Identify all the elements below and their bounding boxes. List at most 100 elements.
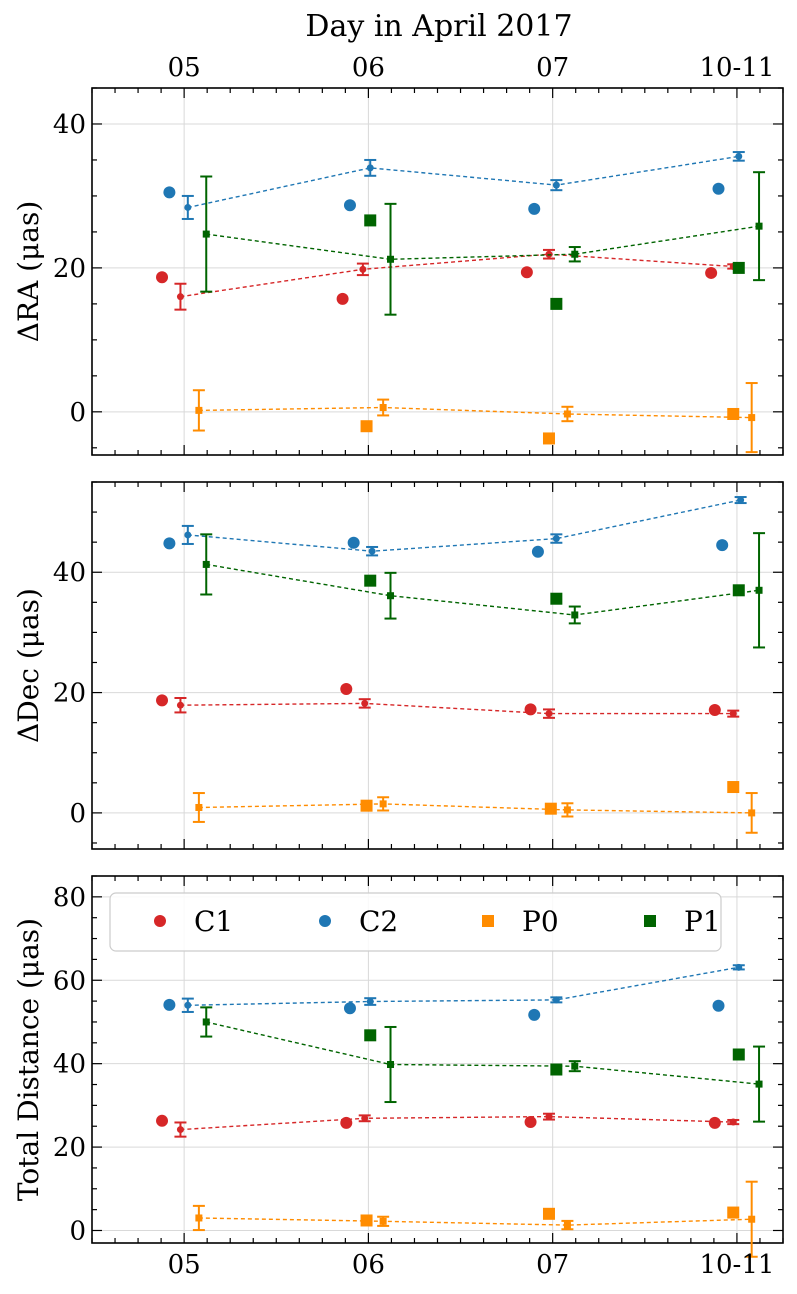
data-point (732, 1048, 745, 1061)
y-tick-label: 0 (69, 398, 86, 428)
fit-point (195, 406, 203, 414)
fit-point (552, 181, 560, 189)
data-point (705, 266, 718, 279)
fit-point (748, 1215, 756, 1223)
legend-label: C1 (194, 905, 233, 938)
series-p0 (192, 382, 758, 454)
legend-entry-c2: C2 (319, 905, 398, 938)
data-point (727, 407, 740, 420)
legend-marker (154, 915, 166, 927)
fit-point (755, 586, 763, 594)
series-p0 (192, 781, 758, 834)
fit-point (729, 710, 737, 718)
fit-line (206, 1021, 760, 1085)
fit-point (379, 800, 387, 808)
fit-line (187, 966, 739, 1006)
fit-line (180, 702, 734, 715)
data-point (156, 694, 169, 707)
x-tick-label: 06 (352, 1250, 385, 1280)
top-tick-label: 06 (352, 53, 385, 83)
fit-point (184, 203, 192, 211)
legend: C1 C2 P0 P1 (109, 892, 722, 952)
fit-point (361, 699, 369, 707)
data-point (364, 214, 377, 227)
top-tick-label: 05 (168, 53, 201, 83)
series-p1 (200, 171, 766, 316)
panel-ra: 0 20 40 ΔRA (μas) (12, 87, 784, 456)
fit-point (184, 1001, 192, 1009)
fit-point (563, 806, 571, 814)
fit-point (755, 1080, 763, 1088)
series-c2 (163, 151, 745, 220)
y-tick-label: 0 (69, 1216, 86, 1246)
data-point (343, 199, 356, 212)
data-point (732, 261, 745, 274)
y-tick-label: 60 (53, 966, 86, 996)
legend-box (109, 892, 722, 952)
data-point (708, 1116, 721, 1129)
series-c1 (156, 248, 740, 311)
fit-point (379, 404, 387, 412)
y-tick-label: 0 (69, 799, 86, 829)
data-point (716, 539, 729, 552)
fit-point (366, 998, 374, 1006)
x-tick-label: 07 (536, 1250, 569, 1280)
y-tick-label: 40 (53, 558, 86, 588)
top-tick-label: 10-11 (699, 53, 774, 83)
data-point (524, 1116, 537, 1129)
data-point (732, 584, 745, 597)
data-point (163, 998, 176, 1011)
fit-point (748, 414, 756, 422)
fit-line (206, 563, 760, 616)
panel-dec: 0 20 40 ΔDec (μas) (12, 481, 784, 850)
fit-point (563, 410, 571, 418)
data-point (360, 420, 373, 433)
top-tick-label: 07 (536, 53, 569, 83)
data-point (340, 682, 353, 695)
data-point (343, 1002, 356, 1015)
series-c2 (163, 963, 745, 1021)
fit-line (180, 253, 734, 298)
data-point (550, 592, 563, 605)
fit-point (755, 222, 763, 230)
data-point (163, 537, 176, 550)
data-point (544, 802, 557, 815)
fit-line (187, 499, 741, 552)
fit-point (729, 1118, 737, 1126)
fit-point (361, 1114, 369, 1122)
data-point (156, 1114, 169, 1127)
legend-entry-p0: P0 (482, 905, 559, 938)
legend-label: P1 (684, 905, 721, 938)
fit-line (198, 803, 752, 814)
series-c2 (163, 496, 747, 558)
panel-frame (91, 87, 784, 456)
data-point (340, 1116, 353, 1129)
data-point (712, 999, 725, 1012)
data-point (727, 1206, 740, 1219)
legend-entry-p1: P1 (644, 905, 721, 938)
data-point (531, 545, 544, 558)
series-c1 (156, 682, 740, 719)
fit-point (379, 1217, 387, 1225)
y-axis-label: ΔRA (μas) (12, 201, 45, 343)
fit-line (198, 1217, 752, 1226)
fit-line (187, 155, 739, 209)
fit-point (359, 265, 367, 273)
top-axis: 05 06 07 10-11 (168, 53, 775, 83)
data-point (712, 182, 725, 195)
legend-label: C2 (359, 905, 398, 938)
series-p1 (200, 532, 766, 649)
y-tick-label: 40 (53, 110, 86, 140)
fit-point (545, 710, 553, 718)
fit-point (737, 496, 745, 504)
y-tick-label: 80 (53, 883, 86, 913)
legend-marker (482, 915, 494, 927)
legend-entry-c1: C1 (154, 905, 233, 938)
fit-point (571, 250, 579, 258)
fit-point (195, 1214, 203, 1222)
y-tick-label: 20 (53, 254, 86, 284)
data-point (336, 292, 349, 305)
fit-point (552, 535, 560, 543)
fit-point (202, 230, 210, 238)
fit-point (552, 996, 560, 1004)
